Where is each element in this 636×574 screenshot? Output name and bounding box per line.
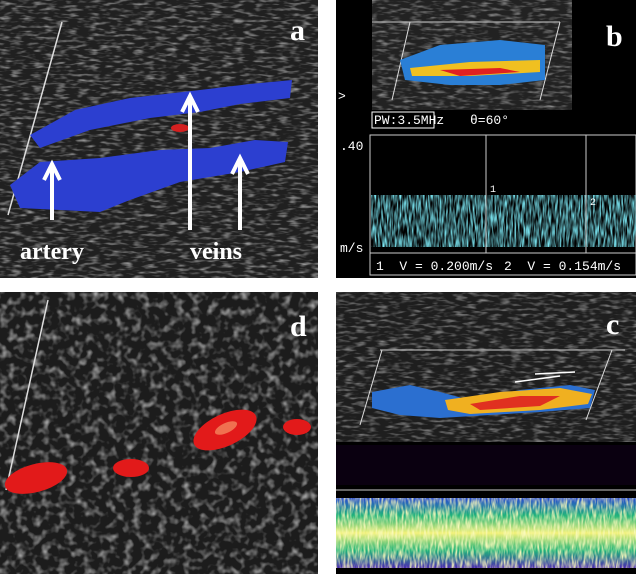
- cursor-label: 2: [590, 198, 596, 209]
- panel-c: c: [336, 292, 636, 574]
- angle-text: θ=60°: [470, 113, 509, 128]
- panel-label: a: [290, 14, 305, 47]
- scale-label: .40: [340, 139, 363, 154]
- readout: 2 V = 0.154m/s: [504, 259, 621, 274]
- panel-b: > PW:3.5MHz θ=60° 1 2 .40 m/s 1 V = 0.20…: [336, 0, 636, 278]
- cursor-label: 1: [490, 185, 496, 196]
- readout: 1 V = 0.200m/s: [376, 259, 493, 274]
- panel-label: b: [606, 20, 623, 53]
- panel-d: d: [0, 292, 318, 574]
- panel-label: c: [606, 308, 619, 341]
- annotation: veins: [190, 239, 242, 265]
- annotation: artery: [20, 239, 84, 265]
- figure: artery veins a > PW:3.5MHz θ=60° 1 2 .40…: [0, 0, 636, 574]
- unit-label: m/s: [340, 241, 363, 256]
- marker: >: [338, 89, 346, 104]
- panel-label: d: [290, 310, 307, 343]
- probe-text: PW:3.5MHz: [374, 113, 444, 128]
- panel-a: artery veins a: [0, 0, 318, 278]
